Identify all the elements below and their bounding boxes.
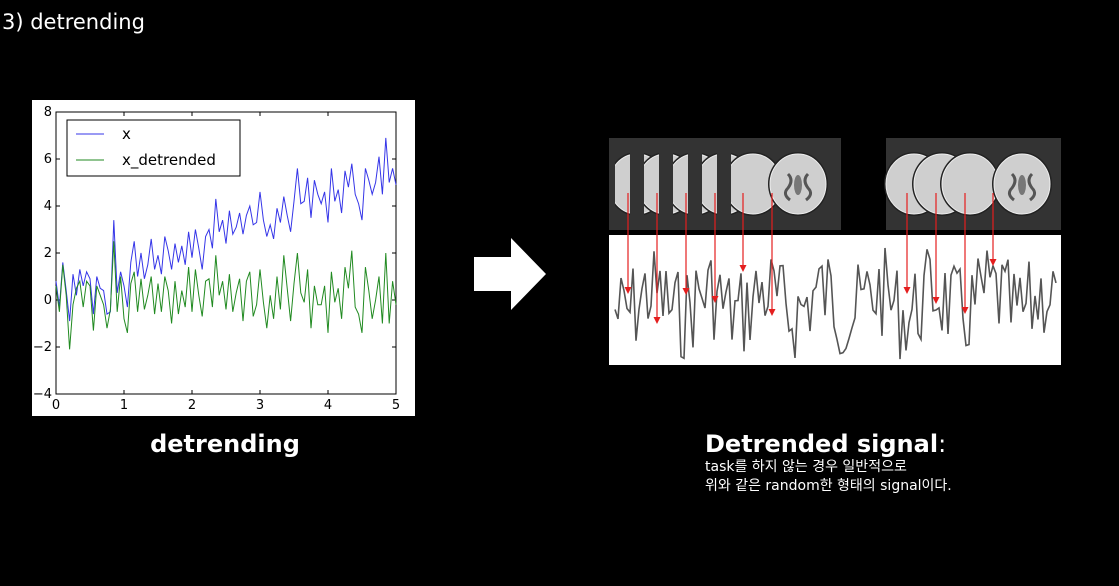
brain-fold: [1007, 172, 1017, 202]
x-tick-label: 1: [120, 398, 128, 413]
left-caption: detrending: [150, 430, 300, 458]
legend-label: x_detrended: [122, 151, 216, 170]
x-tick-label: 3: [256, 398, 264, 413]
marker-arrowhead: [989, 259, 997, 266]
y-tick-label: −4: [33, 387, 52, 402]
marker-arrowhead: [624, 287, 632, 294]
right-caption-line-2: 위와 같은 random한 형태의 signal이다.: [705, 478, 952, 494]
y-tick-label: 2: [44, 246, 52, 261]
y-tick-label: 8: [44, 105, 52, 120]
slide-title: 3) detrending: [2, 10, 145, 34]
marker-arrowhead: [682, 288, 690, 295]
stack-gap: [659, 138, 673, 230]
marker-arrowhead: [903, 287, 911, 294]
legend: x x_detrended: [66, 119, 241, 177]
x-tick-label: 5: [392, 398, 400, 413]
stack-gap: [630, 138, 644, 230]
signal-panel: [609, 235, 1061, 365]
brain-fold: [1027, 172, 1037, 202]
legend-label: x: [122, 125, 131, 143]
marker-arrowhead: [653, 317, 661, 324]
stack-gap: [688, 138, 702, 230]
right-caption-head: Detrended signal:: [705, 430, 947, 458]
marker-arrowhead: [932, 297, 940, 304]
stack-gap: [609, 138, 615, 230]
marker-arrowhead: [711, 296, 719, 303]
x-tick-label: 0: [52, 398, 60, 413]
legend-box: [66, 119, 241, 177]
marker-arrowhead: [768, 309, 776, 316]
line-chart: 0 1 2 3 4 5 −4 −2 0 2 4 6 8 x x_detrended: [33, 105, 400, 413]
series-line-x-detrended: [55, 241, 397, 350]
right-caption: Detrended signal: task를 하지 않는 경우 일반적으로 위…: [705, 430, 952, 496]
right-arrow-icon: [474, 238, 546, 310]
brain-slice: [941, 153, 999, 215]
y-tick-label: 0: [44, 293, 52, 308]
marker-arrowhead: [961, 307, 969, 314]
x-tick-label: 4: [324, 398, 332, 413]
right-caption-line-1: task를 하지 않는 경우 일반적으로: [705, 459, 907, 475]
chart-panel: 0 1 2 3 4 5 −4 −2 0 2 4 6 8 x x_detrended: [32, 100, 415, 416]
brain-fold: [783, 172, 793, 202]
series-line-x: [55, 137, 397, 322]
brain-stack-right: [884, 138, 1061, 230]
y-tick-label: 4: [44, 199, 52, 214]
brain-stack-left: [609, 138, 841, 230]
brain-ventricle: [794, 175, 802, 195]
y-tick-label: −2: [33, 340, 52, 355]
fmri-illustration: [609, 138, 1061, 365]
brain-fold: [803, 172, 813, 202]
brain-ventricle: [1018, 175, 1026, 195]
x-tick-label: 2: [188, 398, 196, 413]
y-tick-label: 6: [44, 152, 52, 167]
marker-arrowhead: [739, 265, 747, 272]
stack-gap: [717, 138, 731, 230]
